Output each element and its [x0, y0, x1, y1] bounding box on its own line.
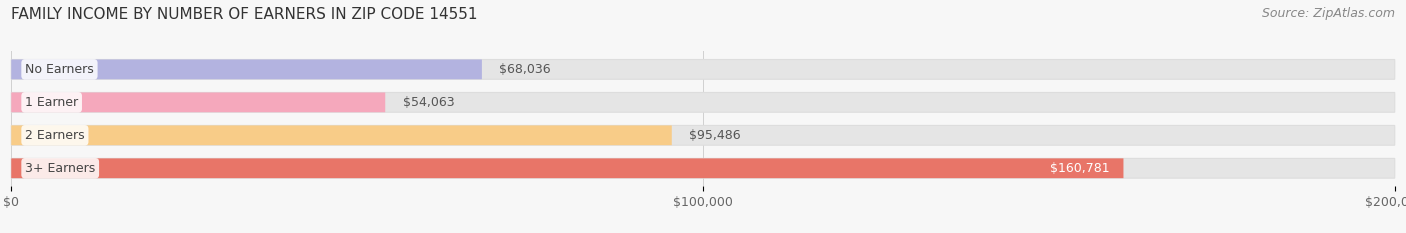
- FancyBboxPatch shape: [11, 93, 1395, 112]
- FancyBboxPatch shape: [11, 125, 672, 145]
- FancyBboxPatch shape: [11, 158, 1395, 178]
- FancyBboxPatch shape: [11, 59, 1395, 79]
- FancyBboxPatch shape: [11, 158, 1123, 178]
- FancyBboxPatch shape: [11, 93, 385, 112]
- Text: Source: ZipAtlas.com: Source: ZipAtlas.com: [1261, 7, 1395, 20]
- FancyBboxPatch shape: [11, 59, 482, 79]
- Text: $54,063: $54,063: [402, 96, 454, 109]
- Text: $68,036: $68,036: [499, 63, 551, 76]
- FancyBboxPatch shape: [11, 125, 1395, 145]
- Text: No Earners: No Earners: [25, 63, 94, 76]
- Text: FAMILY INCOME BY NUMBER OF EARNERS IN ZIP CODE 14551: FAMILY INCOME BY NUMBER OF EARNERS IN ZI…: [11, 7, 478, 22]
- Text: 3+ Earners: 3+ Earners: [25, 162, 96, 175]
- Text: $160,781: $160,781: [1050, 162, 1109, 175]
- Text: 1 Earner: 1 Earner: [25, 96, 79, 109]
- Text: $95,486: $95,486: [689, 129, 741, 142]
- Text: 2 Earners: 2 Earners: [25, 129, 84, 142]
